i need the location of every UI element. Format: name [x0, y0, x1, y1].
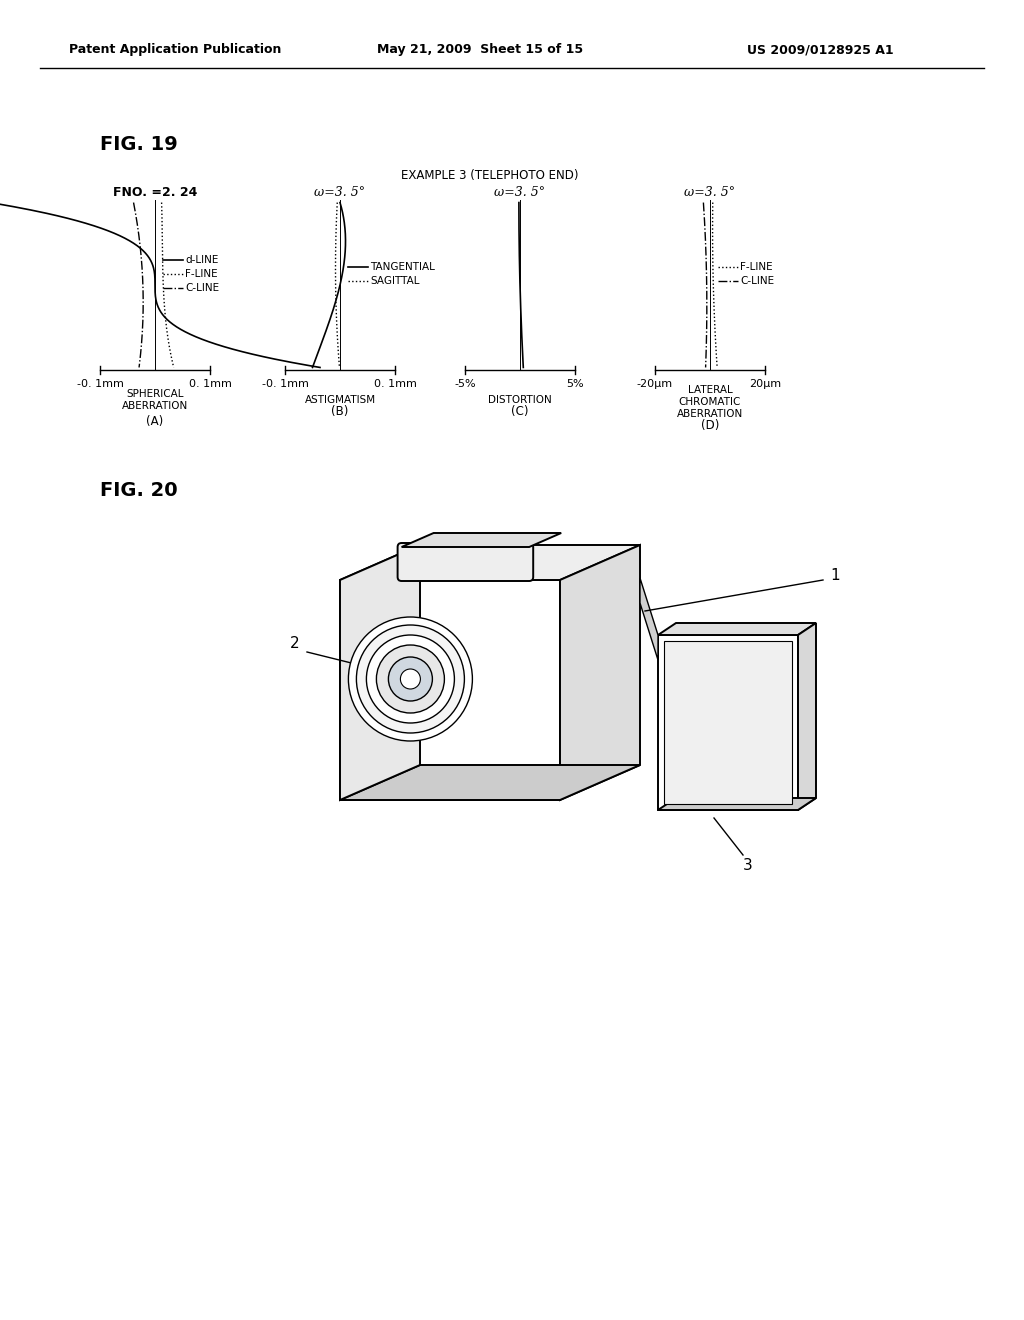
- Text: LATERAL
CHROMATIC
ABERRATION: LATERAL CHROMATIC ABERRATION: [677, 385, 743, 418]
- Text: FIG. 20: FIG. 20: [100, 480, 177, 499]
- Polygon shape: [658, 623, 816, 635]
- Text: (D): (D): [700, 420, 719, 433]
- Text: FIG. 19: FIG. 19: [100, 136, 178, 154]
- Text: (C): (C): [511, 405, 528, 418]
- Text: 20μm: 20μm: [749, 379, 781, 389]
- Circle shape: [377, 645, 444, 713]
- Polygon shape: [340, 579, 560, 800]
- Text: -0. 1mm: -0. 1mm: [77, 379, 124, 389]
- Bar: [664, 642, 792, 804]
- Text: FNO. =2. 24: FNO. =2. 24: [113, 186, 198, 198]
- Circle shape: [400, 669, 421, 689]
- Polygon shape: [401, 533, 561, 546]
- Text: ω=3. 5°: ω=3. 5°: [495, 186, 546, 198]
- Text: 5%: 5%: [566, 379, 584, 389]
- Polygon shape: [340, 545, 420, 800]
- Circle shape: [348, 616, 472, 741]
- Text: SPHERICAL
ABERRATION: SPHERICAL ABERRATION: [122, 389, 188, 411]
- Text: F-LINE: F-LINE: [740, 261, 773, 272]
- Text: 3: 3: [743, 858, 753, 873]
- Text: 1: 1: [830, 568, 840, 582]
- Polygon shape: [658, 799, 816, 810]
- Text: C-LINE: C-LINE: [185, 282, 219, 293]
- Polygon shape: [798, 623, 816, 810]
- Polygon shape: [640, 578, 658, 660]
- Text: d-LINE: d-LINE: [185, 255, 218, 265]
- Text: SAGITTAL: SAGITTAL: [370, 276, 420, 286]
- Circle shape: [388, 657, 432, 701]
- Text: US 2009/0128925 A1: US 2009/0128925 A1: [746, 44, 893, 57]
- Text: DISTORTION: DISTORTION: [488, 395, 552, 405]
- Text: Patent Application Publication: Patent Application Publication: [69, 44, 282, 57]
- Text: (A): (A): [146, 416, 164, 429]
- Polygon shape: [340, 545, 640, 579]
- Text: (B): (B): [332, 405, 349, 418]
- Text: F-LINE: F-LINE: [185, 269, 218, 279]
- Circle shape: [367, 635, 455, 723]
- Text: EXAMPLE 3 (TELEPHOTO END): EXAMPLE 3 (TELEPHOTO END): [401, 169, 579, 181]
- Text: -20μm: -20μm: [637, 379, 673, 389]
- Text: May 21, 2009  Sheet 15 of 15: May 21, 2009 Sheet 15 of 15: [377, 44, 583, 57]
- Text: ASTIGMATISM: ASTIGMATISM: [304, 395, 376, 405]
- Text: ω=3. 5°: ω=3. 5°: [684, 186, 735, 198]
- Polygon shape: [658, 635, 798, 810]
- Text: C-LINE: C-LINE: [740, 276, 774, 286]
- Polygon shape: [560, 545, 640, 800]
- FancyBboxPatch shape: [397, 543, 534, 581]
- Circle shape: [356, 624, 465, 733]
- Text: TANGENTIAL: TANGENTIAL: [370, 261, 435, 272]
- Text: 0. 1mm: 0. 1mm: [374, 379, 417, 389]
- Text: 2: 2: [290, 636, 300, 652]
- Text: 0. 1mm: 0. 1mm: [188, 379, 231, 389]
- Polygon shape: [340, 766, 640, 800]
- Text: -0. 1mm: -0. 1mm: [261, 379, 308, 389]
- Text: -5%: -5%: [455, 379, 476, 389]
- Text: ω=3. 5°: ω=3. 5°: [314, 186, 366, 198]
